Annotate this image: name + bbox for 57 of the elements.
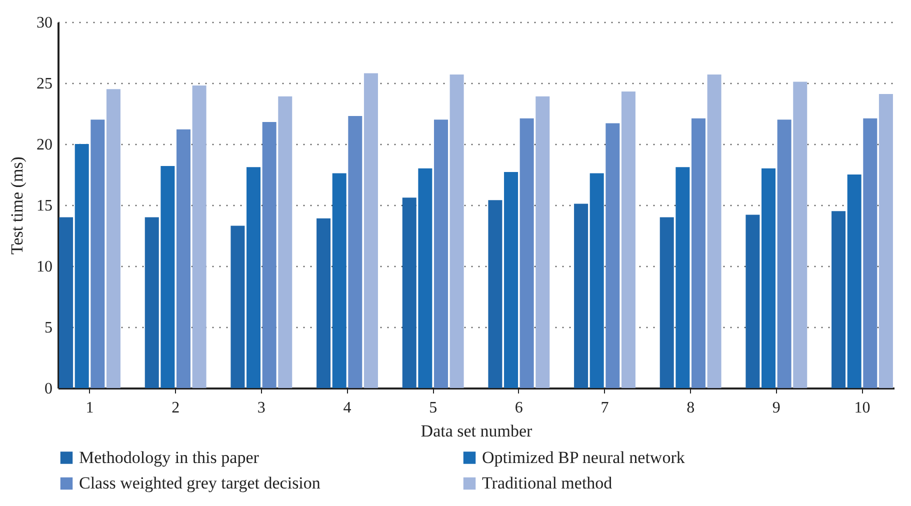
bar bbox=[777, 120, 792, 388]
bar bbox=[863, 118, 878, 388]
bar bbox=[621, 92, 636, 388]
bar bbox=[278, 96, 292, 388]
x-tick-label: 8 bbox=[686, 400, 695, 416]
x-axis-title: Data set number bbox=[420, 422, 533, 440]
bar bbox=[332, 173, 346, 388]
bar bbox=[176, 129, 190, 388]
bar bbox=[450, 74, 464, 388]
y-axis-title: Test time (ms) bbox=[8, 156, 26, 254]
y-tick-label: 0 bbox=[44, 380, 52, 398]
bar bbox=[574, 204, 588, 388]
bar bbox=[488, 200, 502, 388]
x-tick-label: 4 bbox=[343, 400, 352, 416]
bar bbox=[746, 214, 760, 388]
bar bbox=[59, 217, 74, 388]
x-tick-label: 9 bbox=[772, 400, 780, 416]
bar bbox=[590, 173, 604, 388]
y-tick-label: 10 bbox=[36, 258, 52, 276]
x-tick-label: 2 bbox=[172, 400, 180, 416]
bar bbox=[832, 211, 846, 388]
bar bbox=[90, 120, 105, 388]
y-tick-label: 15 bbox=[36, 198, 52, 214]
y-tick-label: 25 bbox=[36, 76, 52, 92]
bar bbox=[504, 172, 518, 388]
bar bbox=[192, 85, 206, 388]
x-tick-label: 7 bbox=[600, 400, 609, 416]
bar bbox=[520, 118, 534, 388]
bar bbox=[691, 118, 706, 388]
bar bbox=[793, 82, 808, 388]
bar bbox=[262, 122, 276, 388]
bar bbox=[230, 226, 245, 388]
bar bbox=[364, 73, 378, 388]
bar bbox=[316, 218, 331, 388]
bar bbox=[434, 120, 448, 388]
bar bbox=[348, 116, 362, 388]
bar bbox=[762, 168, 776, 388]
x-tick-label: 6 bbox=[514, 400, 523, 416]
y-tick-label: 30 bbox=[36, 14, 52, 32]
y-tick-label: 5 bbox=[44, 320, 52, 336]
y-tick-label: 20 bbox=[36, 136, 52, 154]
bar bbox=[707, 74, 722, 388]
x-tick-label: 5 bbox=[429, 400, 438, 416]
bar bbox=[847, 174, 862, 388]
legend-label: Traditional method bbox=[482, 474, 613, 492]
bar bbox=[246, 167, 261, 388]
x-tick-label: 10 bbox=[854, 400, 870, 416]
legend-label: Methodology in this paper bbox=[79, 448, 260, 467]
bar bbox=[106, 89, 120, 388]
x-tick-label: 3 bbox=[257, 400, 266, 416]
bar bbox=[606, 123, 620, 388]
bar bbox=[878, 94, 893, 388]
legend-label: Optimized BP neural network bbox=[482, 448, 686, 467]
bar bbox=[536, 96, 550, 388]
bar bbox=[74, 144, 89, 388]
legend-label: Class weighted grey target decision bbox=[79, 474, 321, 492]
x-tick-label: 1 bbox=[86, 400, 94, 416]
